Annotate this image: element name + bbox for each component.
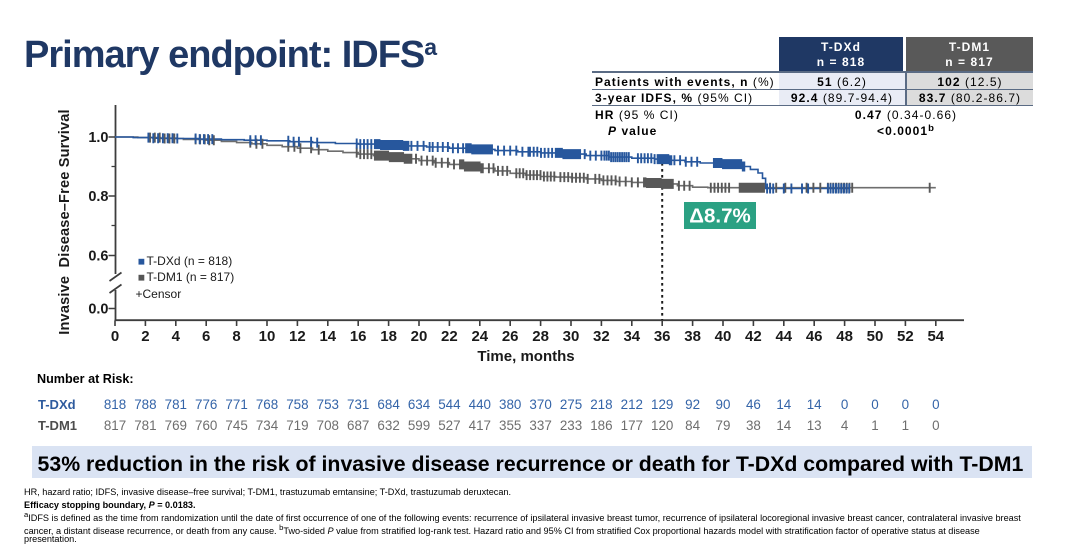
svg-text:40: 40 [715, 328, 732, 345]
svg-text:38: 38 [684, 328, 701, 345]
svg-text:22: 22 [441, 328, 458, 345]
svg-text:42: 42 [745, 328, 762, 345]
svg-text:44: 44 [775, 328, 792, 345]
svg-text:0.0: 0.0 [88, 302, 108, 318]
svg-text:T-DM1 (n = 817): T-DM1 (n = 817) [147, 270, 235, 284]
svg-text:1.0: 1.0 [88, 130, 108, 146]
svg-text:Time, months: Time, months [477, 348, 574, 365]
svg-text:26: 26 [502, 328, 519, 345]
svg-text:54: 54 [927, 328, 944, 345]
svg-text:24: 24 [471, 328, 488, 345]
svg-text:4: 4 [172, 328, 181, 345]
svg-text:6: 6 [202, 328, 210, 345]
svg-text:30: 30 [563, 328, 580, 345]
svg-text:10: 10 [259, 328, 276, 345]
svg-text:52: 52 [897, 328, 914, 345]
svg-text:Δ8.7%: Δ8.7% [689, 205, 750, 228]
svg-text:36: 36 [654, 328, 671, 345]
svg-text:48: 48 [836, 328, 853, 345]
svg-text:12: 12 [289, 328, 306, 345]
svg-text:0: 0 [111, 328, 119, 345]
svg-text:46: 46 [806, 328, 823, 345]
svg-text:0.8: 0.8 [88, 189, 108, 205]
svg-text:28: 28 [532, 328, 549, 345]
svg-text:+Censor: +Censor [136, 287, 182, 301]
svg-text:2: 2 [141, 328, 149, 345]
svg-text:T-DXd (n = 818): T-DXd (n = 818) [147, 254, 233, 268]
svg-text:20: 20 [411, 328, 428, 345]
svg-text:32: 32 [593, 328, 610, 345]
svg-text:50: 50 [867, 328, 884, 345]
svg-text:16: 16 [350, 328, 367, 345]
svg-text:8: 8 [232, 328, 240, 345]
svg-text:34: 34 [623, 328, 640, 345]
svg-text:14: 14 [319, 328, 336, 345]
svg-text:0.6: 0.6 [88, 249, 108, 265]
svg-text:18: 18 [380, 328, 397, 345]
